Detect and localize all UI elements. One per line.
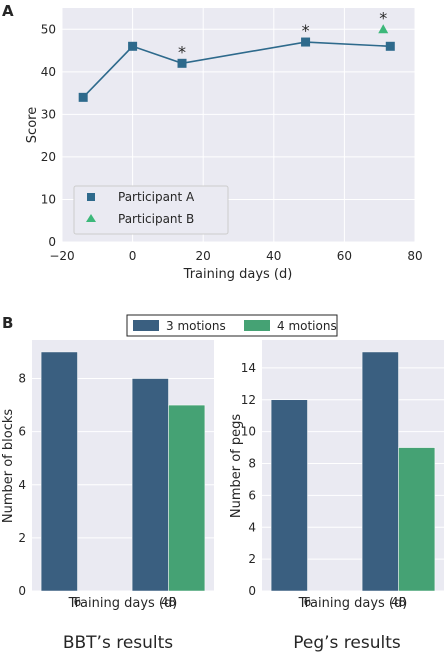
- y-tick-label: 50: [41, 22, 56, 36]
- y-tick-label: 6: [248, 488, 256, 502]
- x-tick-label: 20: [196, 249, 211, 263]
- x-tick-label: 0: [129, 249, 137, 263]
- bar: [361, 351, 399, 592]
- bbt-chart: 0 2 4 6 8 6 48 Training days (d) Number of blo…: [1, 340, 214, 653]
- legend-label-participant-b: Participant B: [118, 212, 194, 226]
- y-tick-label: 40: [41, 65, 56, 79]
- y-tick-label: 30: [41, 107, 56, 121]
- bbt-chart-ticks: 0 2 4 6 8 6 48: [18, 372, 176, 609]
- y-tick-label: 4: [18, 478, 26, 492]
- x-tick-label: 48: [391, 595, 406, 609]
- participant-b-point: [378, 24, 389, 34]
- legend-label-participant-a: Participant A: [118, 190, 195, 204]
- significance-marker: *: [302, 21, 310, 40]
- score-chart-ylabel: Score: [25, 107, 40, 143]
- legend-marker-participant-b: [86, 214, 96, 222]
- bbt-chart-bars: [40, 351, 206, 592]
- significance-marker: *: [379, 8, 387, 27]
- peg-chart-subtitle: Peg’s results: [293, 633, 401, 653]
- legend-label-4-motions: 4 motions: [277, 319, 337, 333]
- y-tick-label: 6: [18, 425, 26, 439]
- y-tick-label: 8: [248, 457, 256, 471]
- peg-chart-ticks: 0 2 4 6 8 10 12 14 6 48: [241, 361, 406, 609]
- bar: [131, 378, 169, 592]
- y-tick-label: 2: [18, 531, 26, 545]
- y-tick-label: 0: [18, 584, 26, 598]
- score-chart-series: [78, 24, 395, 102]
- panel-label-a: A: [2, 2, 14, 20]
- bbt-chart-xlabel: Training days (d): [68, 596, 178, 611]
- x-tick-label: 6: [304, 595, 312, 609]
- x-tick-label: 60: [337, 249, 352, 263]
- participant-a-point: [78, 92, 88, 102]
- y-tick-label: 10: [41, 192, 56, 206]
- x-tick-label: 80: [407, 249, 422, 263]
- legend-swatch-4-motions: [244, 320, 270, 331]
- participant-a-point: [301, 37, 311, 47]
- bar-legend: 3 motions 4 motions: [126, 314, 338, 337]
- y-tick-label: 0: [48, 235, 56, 249]
- peg-chart-bars: [270, 351, 436, 592]
- score-chart-annotations: * * *: [178, 8, 387, 61]
- y-tick-label: 12: [241, 393, 256, 407]
- bar: [398, 447, 436, 592]
- legend-label-3-motions: 3 motions: [166, 319, 226, 333]
- peg-chart: 0 2 4 6 8 10 12 14 6 48 Training days (d) Number …: [229, 340, 444, 653]
- bar: [168, 404, 206, 592]
- participant-a-point: [128, 41, 138, 51]
- bbt-chart-ylabel: Number of blocks: [1, 409, 16, 524]
- score-chart-legend: Participant A Participant B: [73, 185, 229, 235]
- score-chart-legend-box: [73, 185, 229, 235]
- score-chart-xlabel: Training days (d): [183, 267, 293, 282]
- participant-a-point: [385, 41, 395, 51]
- y-tick-label: 2: [248, 552, 256, 566]
- significance-marker: *: [178, 42, 186, 61]
- panel-label-b: B: [2, 314, 13, 332]
- y-tick-label: 20: [41, 150, 56, 164]
- bbt-chart-subtitle: BBT’s results: [63, 633, 173, 653]
- x-tick-label: −20: [49, 249, 74, 263]
- y-tick-label: 0: [248, 584, 256, 598]
- peg-chart-xlabel: Training days (d): [298, 596, 408, 611]
- y-tick-label: 4: [248, 520, 256, 534]
- y-tick-label: 14: [241, 361, 256, 375]
- x-tick-label: 6: [74, 595, 82, 609]
- y-tick-label: 8: [18, 372, 26, 386]
- participant-a-point: [177, 58, 187, 68]
- x-tick-label: 40: [266, 249, 281, 263]
- legend-marker-participant-a: [87, 193, 95, 201]
- peg-chart-ylabel: Number of pegs: [229, 414, 244, 519]
- legend-swatch-3-motions: [133, 320, 159, 331]
- x-tick-label: 48: [161, 595, 176, 609]
- bar: [270, 399, 308, 592]
- y-tick-label: 10: [241, 425, 256, 439]
- bar-legend-box: [126, 314, 338, 337]
- bar: [40, 351, 78, 592]
